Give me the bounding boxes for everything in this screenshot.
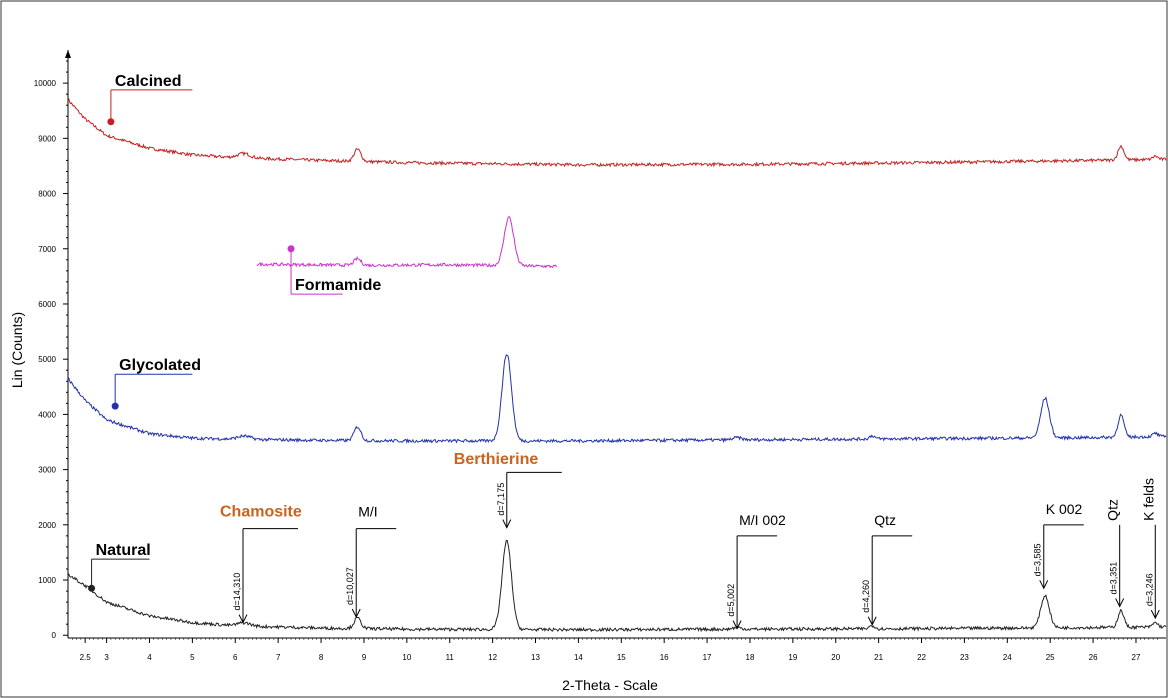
annotation-arrow <box>1039 580 1049 590</box>
x-tick-label: 15 <box>617 653 626 662</box>
annotation-label: M/I 002 <box>739 512 786 528</box>
y-tick-label: 1000 <box>38 576 56 585</box>
x-tick-label: 18 <box>746 653 755 662</box>
y-tick-label: 4000 <box>38 410 56 419</box>
annotation-arrow <box>1150 609 1160 620</box>
x-axis-title: 2-Theta - Scale <box>562 677 658 693</box>
x-tick-label: 9 <box>362 653 367 662</box>
series-label: Natural <box>96 542 151 559</box>
y-tick-label: 10000 <box>34 79 57 88</box>
axes: 0 1000 2000 3000 4000 5000 6000 7000 8000 9000 100… <box>34 50 1166 662</box>
y-tick-label: 7000 <box>38 245 56 254</box>
d-spacing-label: d=14,310 <box>232 573 242 611</box>
annotation-label: K felds <box>1140 478 1156 521</box>
x-tick-label: 21 <box>874 653 883 662</box>
annotation-label: M/I <box>358 504 377 520</box>
x-tick-label: 22 <box>917 653 926 662</box>
x-tick-label: 10 <box>402 653 411 662</box>
d-spacing-label: d=3,246 <box>1144 573 1154 606</box>
x-tick-label: 4 <box>147 653 152 662</box>
series-natural <box>67 539 1167 633</box>
x-tick-label: 7 <box>276 653 281 662</box>
y-tick-label: 2000 <box>38 521 56 530</box>
annotation-arrow <box>502 519 512 529</box>
d-spacing-label: d=5,002 <box>726 584 736 617</box>
series-glycolated <box>67 354 1167 444</box>
series-label: Glycolated <box>119 357 201 374</box>
x-tick-label: 8 <box>319 653 324 662</box>
y-axis-arrow <box>65 50 71 58</box>
series-formamide <box>256 216 558 269</box>
x-tick-label: 5 <box>190 653 195 662</box>
x-tick-label: 3 <box>104 653 109 662</box>
annotation-arrow <box>1115 598 1125 608</box>
d-spacing-label: d=7,175 <box>496 483 506 516</box>
series-label: Calcined <box>115 73 182 90</box>
x-tick-label: 11 <box>446 653 455 662</box>
annotation-label: Berthierine <box>454 451 539 468</box>
x-tick-label: 6 <box>233 653 238 662</box>
x-tick-label: 16 <box>660 653 669 662</box>
d-spacing-label: d=4,260 <box>861 580 871 613</box>
y-tick-label: 0 <box>52 631 57 640</box>
x-tick-label: 26 <box>1089 653 1098 662</box>
annotation-arrow <box>238 614 248 624</box>
series-label: Formamide <box>295 277 381 294</box>
y-tick-label: 3000 <box>38 466 56 475</box>
annotations-group: Calcined Formamide Glycolated Natural d=14,3… <box>88 73 1160 630</box>
annotation-arrow <box>351 608 361 619</box>
x-tick-label: 23 <box>960 653 969 662</box>
annotation-arrow <box>732 620 742 630</box>
y-tick-label: 6000 <box>38 300 56 309</box>
x-tick-label: 17 <box>703 653 712 662</box>
y-tick-label: 8000 <box>38 190 56 199</box>
d-spacing-label: d=10,027 <box>345 567 355 605</box>
annotation-arrow <box>867 616 877 626</box>
y-axis-title: Lin (Counts) <box>9 312 25 388</box>
x-tick-label: 24 <box>1003 653 1012 662</box>
x-tick-label: 13 <box>531 653 540 662</box>
d-spacing-label: d=3,585 <box>1033 544 1043 577</box>
d-spacing-label: d=3,351 <box>1109 562 1119 595</box>
annotation-label: K 002 <box>1046 501 1083 517</box>
x-tick-label: 20 <box>831 653 840 662</box>
annotation-label: Qtz <box>1105 499 1121 521</box>
annotation-label: Qtz <box>874 512 896 528</box>
x-tick-label: 19 <box>788 653 797 662</box>
series-calcined <box>67 98 1167 168</box>
x-tick-label: 2.5 <box>80 653 92 662</box>
x-tick-label: 27 <box>1132 653 1141 662</box>
y-tick-label: 5000 <box>38 355 56 364</box>
x-tick-label: 12 <box>488 653 497 662</box>
x-tick-label: 14 <box>574 653 583 662</box>
annotation-label: Chamosite <box>220 504 302 521</box>
x-tick-label: 25 <box>1046 653 1055 662</box>
series-group <box>67 98 1167 633</box>
y-tick-label: 9000 <box>38 134 56 143</box>
